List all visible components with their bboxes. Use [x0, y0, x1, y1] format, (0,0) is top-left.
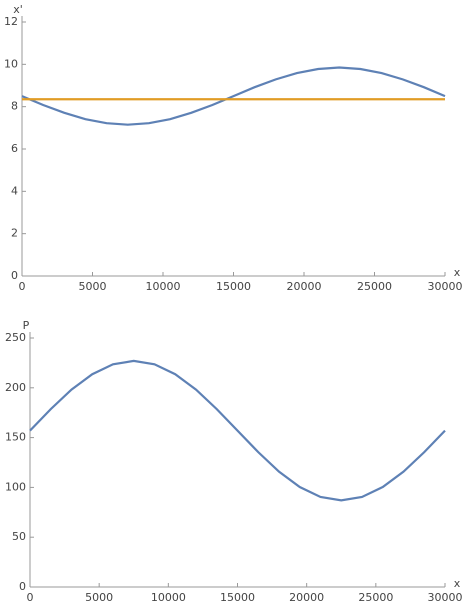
- y-tick-label: 4: [11, 184, 18, 197]
- x-tick-label: 20000: [289, 591, 324, 604]
- y-tick-label: 6: [11, 142, 18, 155]
- y-tick-label: 250: [5, 331, 26, 344]
- y-tick-label: 8: [11, 100, 18, 113]
- y-tick-label: 100: [5, 480, 26, 493]
- x-tick-label: 30000: [428, 591, 463, 604]
- x-tick-label: 15000: [220, 591, 255, 604]
- x-tick-label: 10000: [146, 280, 181, 293]
- x-tick-label: 25000: [357, 280, 392, 293]
- y-tick-label: 10: [4, 57, 18, 70]
- y-tick-label: 50: [12, 530, 26, 543]
- x-tick-label: 30000: [428, 280, 463, 293]
- series-line: [29, 359, 446, 502]
- y-tick-label: 12: [4, 15, 18, 28]
- x-tick-label: 5000: [85, 591, 113, 604]
- x-tick-label: 20000: [287, 280, 322, 293]
- y-axis-label: x': [13, 3, 23, 16]
- x-tick-label: 5000: [79, 280, 107, 293]
- x-tick-label: 25000: [358, 591, 393, 604]
- x-tick-label: 10000: [151, 591, 186, 604]
- x-tick-label: 15000: [216, 280, 251, 293]
- x-tick-label: 0: [27, 591, 34, 604]
- x-tick-label: 0: [19, 280, 26, 293]
- y-tick-label: 200: [5, 381, 26, 394]
- y-tick-label: 150: [5, 431, 26, 444]
- y-tick-label: 0: [11, 269, 18, 282]
- series-line: [21, 66, 446, 126]
- x-axis-label: x: [454, 266, 461, 279]
- y-axis-label: P: [23, 319, 30, 332]
- y-tick-label: 2: [11, 227, 18, 240]
- y-tick-label: 0: [19, 580, 26, 593]
- x-axis-label: x: [454, 577, 461, 590]
